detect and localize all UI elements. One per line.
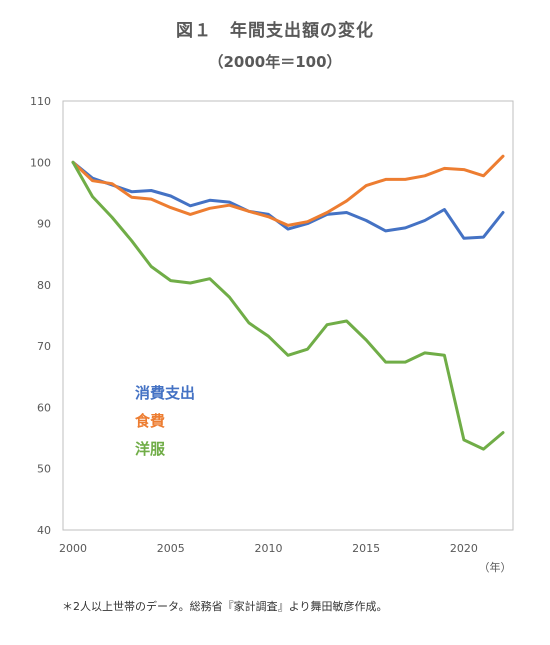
- y-tick-label: 60: [37, 401, 51, 414]
- chart-title: 図１ 年間支出額の変化: [176, 21, 374, 41]
- chart-subtitle: （2000年＝100）: [208, 53, 342, 71]
- y-tick-label: 50: [37, 463, 51, 476]
- x-tick-label: 2020: [450, 542, 478, 555]
- y-tick-label: 80: [37, 279, 51, 292]
- series-line: [71, 160, 505, 451]
- y-tick-labels: 40 50 60 70 80 90 100 110: [30, 95, 51, 537]
- x-tick-label: 2000: [59, 542, 87, 555]
- series-line: [71, 154, 505, 227]
- x-tick-label: 2010: [254, 542, 282, 555]
- legend-label: 消費支出: [135, 384, 195, 402]
- y-tick-label: 110: [30, 95, 51, 108]
- y-tick-label: 90: [37, 218, 51, 231]
- legend-label: 洋服: [135, 440, 166, 458]
- plot-area-frame: [62, 100, 514, 531]
- y-tick-label: 70: [37, 340, 51, 353]
- axes: [62, 100, 514, 531]
- x-tick-label: 2005: [157, 542, 185, 555]
- footnote: ＊2人以上世帯のデータ。総務省『家計調査』より舞田敏彦作成。: [62, 600, 388, 613]
- y-tick-label: 40: [37, 524, 51, 537]
- series-lines: [71, 154, 505, 451]
- y-tick-label: 100: [30, 156, 51, 169]
- x-tick-labels: 2000 2005 2010 2015 2020: [59, 542, 478, 555]
- series-line: [71, 160, 505, 240]
- x-axis-label: （年）: [479, 560, 512, 574]
- x-tick-label: 2015: [352, 542, 380, 555]
- legend-label: 食費: [135, 412, 165, 430]
